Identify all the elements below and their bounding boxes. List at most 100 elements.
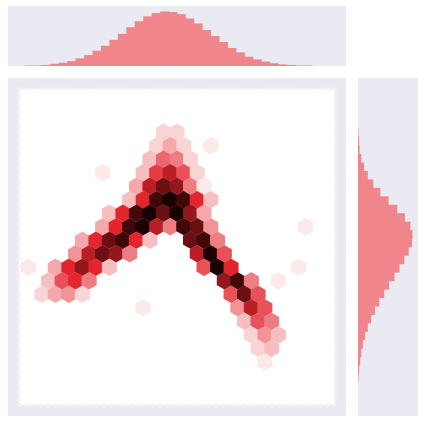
y-hist-bar xyxy=(358,247,409,256)
hex-cell xyxy=(68,272,84,290)
hex-cell xyxy=(243,272,259,290)
hex-cell xyxy=(203,190,219,209)
hex-cell xyxy=(189,218,205,236)
hex-cell xyxy=(122,218,138,236)
y-hist-bar xyxy=(358,170,368,180)
hex-cell xyxy=(250,312,266,331)
hex-cell xyxy=(223,258,239,276)
hex-cell xyxy=(149,190,165,209)
x-hist-bar xyxy=(33,65,43,66)
hex-cell xyxy=(135,299,151,317)
x-hist-bar xyxy=(109,39,119,66)
x-hist-bar xyxy=(143,16,152,66)
hex-cell xyxy=(243,326,259,344)
x-hist-bar xyxy=(295,65,305,66)
hex-cell xyxy=(61,285,77,304)
hex-cell xyxy=(128,231,144,249)
y-hist-bar xyxy=(358,331,366,341)
x-hist-bar xyxy=(100,45,110,66)
y-hist-bar xyxy=(358,365,360,375)
hex-cell xyxy=(216,272,232,290)
hex-cell xyxy=(135,190,151,209)
y-hist-bar xyxy=(358,289,385,298)
hex-cell xyxy=(149,136,165,155)
hex-cell xyxy=(189,245,205,263)
y-hist-bar xyxy=(358,356,361,366)
hex-cell xyxy=(155,123,172,141)
y-hist-bar xyxy=(358,306,375,315)
x-hist-bar xyxy=(168,12,178,66)
hex-cell xyxy=(243,299,259,317)
x-hist-bar xyxy=(126,27,136,66)
hex-cell xyxy=(155,150,172,168)
hex-cell xyxy=(95,245,111,263)
hex-cell xyxy=(155,177,172,195)
y-hist-bar xyxy=(358,373,359,383)
hex-cell xyxy=(162,218,178,236)
hex-cell xyxy=(142,177,158,195)
hex-cell xyxy=(115,204,131,222)
y-hist-bar xyxy=(358,230,413,239)
hex-cell xyxy=(128,204,144,222)
x-hist-bar xyxy=(134,21,144,66)
hex-cell xyxy=(264,339,280,358)
y-hist-bar xyxy=(358,213,405,222)
x-hist-bar xyxy=(253,59,262,66)
hex-cell xyxy=(203,245,219,263)
hex-cell xyxy=(237,285,253,304)
hex-cell xyxy=(68,245,84,263)
y-hist-bar xyxy=(358,154,362,163)
x-hist-bar xyxy=(67,61,76,66)
hex-cell xyxy=(203,218,219,236)
hex-cell xyxy=(142,150,158,168)
hex-cell xyxy=(135,163,151,182)
hex-cell xyxy=(47,258,63,276)
hex-cell xyxy=(101,258,117,276)
hex-cell xyxy=(128,177,144,195)
y-hist-bar xyxy=(358,179,374,189)
hex-cell xyxy=(34,285,50,304)
hex-cell xyxy=(142,204,158,222)
x-hist-bar xyxy=(92,50,102,66)
hex-cell xyxy=(189,163,205,182)
hex-cell xyxy=(122,190,138,209)
hex-cell xyxy=(182,231,199,249)
x-hist-bar xyxy=(177,14,186,67)
hex-cell xyxy=(95,218,111,236)
x-hist-bar xyxy=(50,63,59,66)
hex-cell xyxy=(101,204,117,222)
hex-cell xyxy=(81,245,97,263)
hex-cell xyxy=(291,258,307,276)
x-hist-bar xyxy=(117,33,127,66)
hex-cell xyxy=(20,258,36,276)
hex-cell xyxy=(81,272,97,290)
hex-cell xyxy=(108,218,124,236)
hex-cell xyxy=(61,258,77,276)
hex-cell xyxy=(169,204,185,222)
hex-cell xyxy=(196,231,212,249)
y-hist-bar xyxy=(358,272,395,282)
x-hist-bar xyxy=(160,11,169,67)
x-hist-bar xyxy=(202,30,212,66)
hex-cell xyxy=(162,163,178,182)
x-hist-bar xyxy=(278,64,288,66)
x-hist-bar xyxy=(236,52,245,66)
y-hist-bar xyxy=(358,255,405,265)
hex-cell xyxy=(74,258,90,276)
y-hist-bar xyxy=(358,128,359,138)
y-hist-bar xyxy=(358,221,411,231)
hex-cell xyxy=(270,272,286,290)
y-hist-bar xyxy=(358,238,412,248)
x-hist-bar xyxy=(244,56,254,66)
hex-cell xyxy=(47,285,63,304)
hex-cell xyxy=(101,231,117,249)
x-hist-bar xyxy=(286,64,296,66)
hex-cell xyxy=(257,353,273,371)
y-hist-bar xyxy=(358,348,362,358)
hex-cell xyxy=(257,326,273,344)
hex-cell xyxy=(155,204,172,222)
hex-cell xyxy=(297,218,313,236)
hex-cell xyxy=(223,285,239,304)
hex-cell xyxy=(74,285,90,304)
hex-cell xyxy=(182,204,199,222)
